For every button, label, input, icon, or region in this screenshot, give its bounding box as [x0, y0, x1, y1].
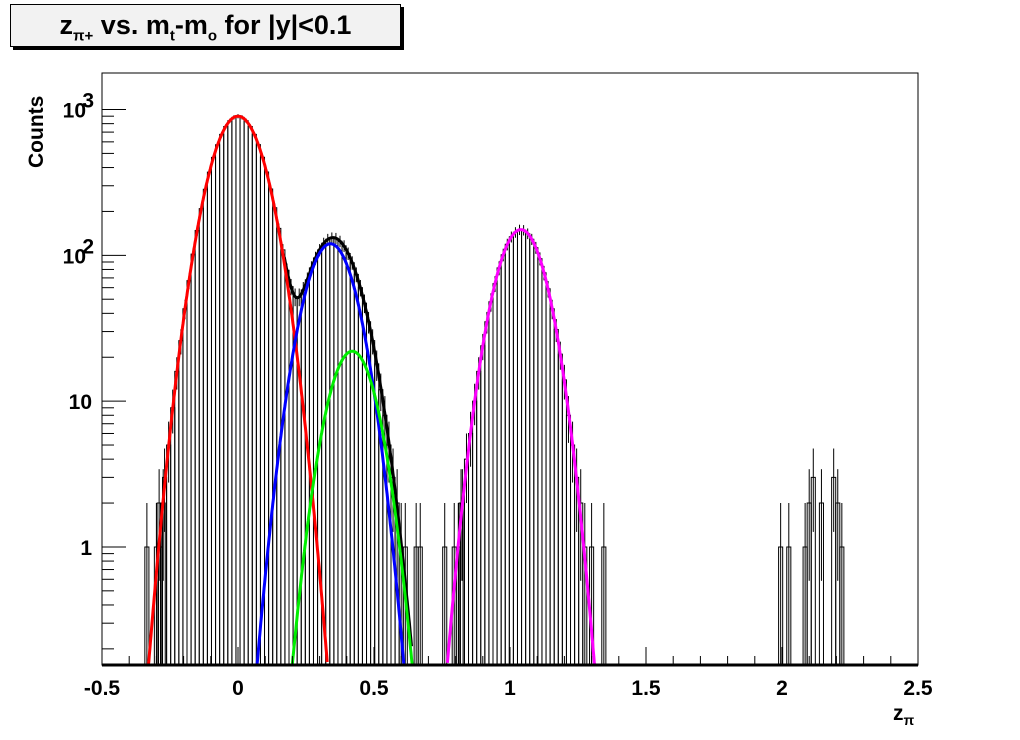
fit-curve-3 — [445, 228, 600, 667]
histogram-bin — [504, 243, 510, 665]
histogram-bin — [206, 171, 212, 665]
histogram-bin — [512, 231, 518, 665]
histogram-bin — [545, 288, 551, 665]
chart-title: zπ+ vs. mt-mo for |y|<0.1 — [10, 4, 401, 47]
x-tick-label: 2 — [776, 677, 788, 700]
x-tick-label: 1 — [504, 677, 516, 700]
histogram-bin — [186, 280, 192, 665]
fit-curve-0 — [145, 114, 329, 667]
fit-curves — [102, 114, 918, 667]
histogram-bin — [219, 133, 225, 665]
histogram-bin — [268, 188, 274, 665]
histogram-bin — [255, 144, 261, 665]
histogram-bin — [333, 237, 339, 665]
plot-frame — [101, 72, 919, 666]
histogram-bin — [496, 267, 502, 665]
histogram-bin — [272, 207, 278, 665]
histogram-bin — [349, 262, 355, 665]
histogram-bin — [533, 247, 539, 665]
histogram-bin — [521, 229, 527, 665]
histogram-bin — [215, 144, 221, 665]
x-tick-label: 0.5 — [359, 677, 389, 700]
histogram-bin — [227, 120, 233, 665]
title-text: -m — [174, 10, 208, 40]
histogram-bin — [476, 370, 482, 665]
x-tick-label: 1.5 — [631, 677, 661, 700]
title-sub: t — [169, 27, 175, 45]
histogram-bin — [337, 240, 343, 665]
histogram-bin — [198, 208, 204, 665]
histogram-bin — [484, 321, 490, 665]
histogram-bin — [541, 272, 547, 665]
histogram-bin — [182, 308, 188, 665]
x-axis-label-main: z — [893, 702, 904, 725]
histogram-bin — [231, 116, 237, 665]
histogram-bin — [300, 289, 306, 665]
histogram-bin — [288, 286, 294, 665]
histogram-bin — [235, 115, 241, 665]
histogram-bin — [190, 253, 196, 665]
histogram-bin — [170, 407, 176, 665]
histogram-bin — [549, 308, 555, 665]
y-tick-label: 10 — [69, 391, 92, 414]
x-axis-label: zπ — [893, 702, 915, 728]
histogram-bin — [516, 229, 523, 665]
histogram-bin — [508, 236, 514, 665]
histogram-bin — [561, 379, 567, 665]
histogram-bin — [243, 120, 249, 665]
histogram — [144, 114, 845, 665]
histogram-bin — [345, 252, 351, 665]
histogram-bin — [468, 432, 474, 665]
histogram-bin — [247, 125, 253, 665]
y-tick-label: 10 — [63, 100, 86, 123]
histogram-bin — [553, 328, 559, 665]
histogram-bin — [341, 245, 347, 665]
histogram-bin — [174, 370, 180, 665]
histogram-bin — [280, 249, 286, 665]
x-tick-label: 0 — [232, 677, 244, 700]
histogram-bin — [492, 283, 498, 665]
histogram-bin — [329, 237, 335, 665]
x-tick-label: -0.5 — [84, 677, 121, 700]
title-text: for |y|<0.1 — [217, 10, 352, 40]
histogram-bin — [557, 353, 563, 665]
histogram-bin — [361, 302, 368, 665]
fit-curve-2 — [289, 349, 417, 667]
histogram-bin — [525, 233, 531, 665]
x-axis-label-sub: π — [904, 712, 915, 728]
histogram-bin — [472, 400, 478, 665]
histogram-bin — [353, 273, 359, 665]
fit-curve-total — [282, 236, 413, 647]
histogram-bin — [202, 188, 208, 665]
title-text: vs. m — [93, 10, 170, 40]
y-axis-label: Counts — [25, 96, 48, 168]
title-sub: o — [207, 27, 218, 45]
histogram-bin — [210, 156, 217, 665]
histogram-bin — [223, 125, 229, 665]
histogram-bin — [500, 254, 506, 665]
y-tick-label: 1 — [80, 537, 92, 560]
histogram-bin — [239, 116, 245, 665]
x-tick-label: 2.5 — [903, 677, 933, 700]
y-tick-label: 10 — [63, 245, 86, 268]
histogram-bin — [537, 258, 543, 665]
title-sub: π+ — [73, 27, 94, 45]
histogram-bin — [325, 238, 331, 665]
histogram-bin — [284, 269, 290, 665]
fit-curve-1 — [254, 242, 407, 667]
histogram-bin — [251, 133, 257, 665]
y-tick-exponent: 2 — [82, 235, 94, 258]
histogram-bin — [565, 414, 572, 665]
histogram-bin — [357, 287, 363, 665]
histogram-bin — [488, 301, 494, 665]
y-tick-exponent: 3 — [82, 90, 94, 113]
histogram-bin — [480, 345, 486, 665]
histogram-bin — [178, 340, 184, 665]
histogram-bin — [529, 238, 535, 665]
title-text: z — [59, 10, 74, 40]
histogram-bin — [194, 229, 200, 665]
